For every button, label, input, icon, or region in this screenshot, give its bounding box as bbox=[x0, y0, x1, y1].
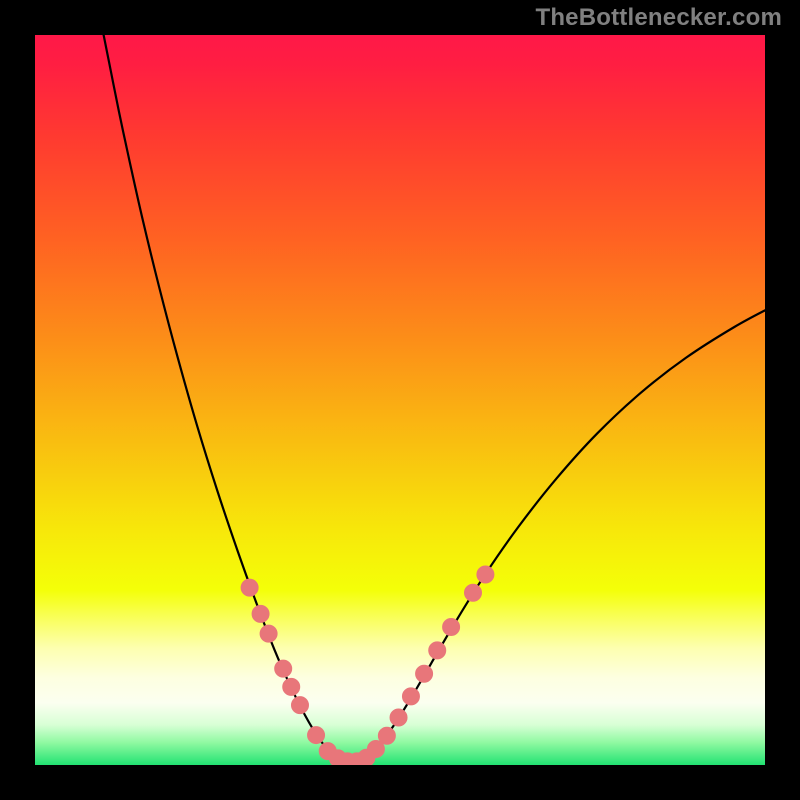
data-marker bbox=[252, 605, 269, 622]
data-marker bbox=[283, 678, 300, 695]
data-marker bbox=[416, 665, 433, 682]
chart-svg bbox=[0, 0, 800, 800]
data-marker bbox=[443, 619, 460, 636]
data-marker bbox=[465, 584, 482, 601]
gradient-background bbox=[35, 35, 765, 765]
data-marker bbox=[477, 566, 494, 583]
data-marker bbox=[390, 709, 407, 726]
data-marker bbox=[241, 579, 258, 596]
data-marker bbox=[429, 642, 446, 659]
data-marker bbox=[402, 688, 419, 705]
data-marker bbox=[378, 727, 395, 744]
data-marker bbox=[308, 727, 325, 744]
data-marker bbox=[291, 697, 308, 714]
watermark-text: TheBottlenecker.com bbox=[535, 4, 782, 32]
data-marker bbox=[275, 660, 292, 677]
figure-root: TheBottlenecker.com bbox=[0, 0, 800, 800]
data-marker bbox=[260, 625, 277, 642]
plot-area bbox=[35, 20, 772, 769]
